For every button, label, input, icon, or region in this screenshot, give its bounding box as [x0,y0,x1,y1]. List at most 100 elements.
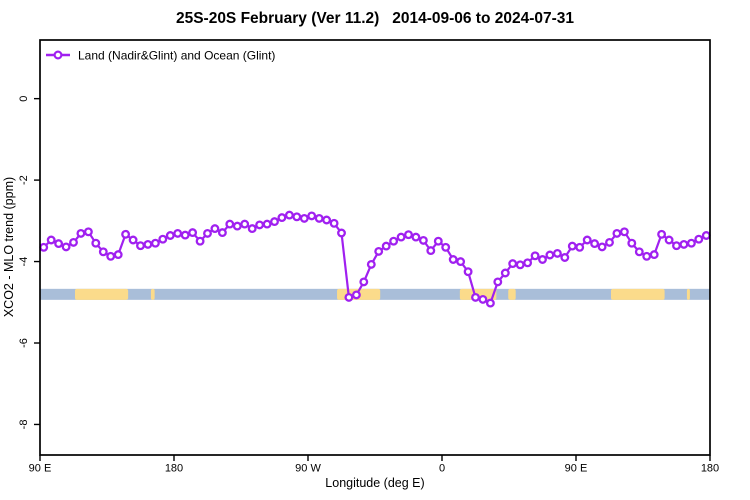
data-point [299,213,309,223]
data-point [46,235,56,245]
data-point [485,298,495,308]
data-point [448,255,458,264]
x-tick-label: 90 W [295,463,321,475]
data-point [642,251,652,261]
data-point [344,292,354,302]
data-point [686,238,696,248]
data-point [195,236,205,246]
data-point [188,228,198,238]
data-point [701,231,711,240]
data-point [91,238,101,248]
data-point [478,294,488,304]
data-point [389,236,399,246]
land-patch [610,288,665,300]
y-tick-label: -2 [18,175,30,185]
data-point [359,277,369,287]
x-axis-label: Longitude (deg E) [325,476,424,490]
data-point [456,257,466,267]
data-point [411,232,421,242]
data-point [552,248,562,258]
data-point [322,215,332,225]
data-point [679,239,689,249]
data-point [657,229,667,239]
data-point [560,253,570,262]
y-tick-label: -4 [18,257,30,267]
data-point [605,237,614,247]
data-point [83,227,93,237]
data-point [664,235,674,245]
data-point [180,230,190,240]
data-point [396,232,406,242]
data-point [523,258,533,268]
data-point [381,241,391,251]
data-point [463,267,473,277]
data-point [627,238,637,248]
data-point [575,242,585,252]
data-point [538,255,547,264]
data-point [337,228,346,238]
x-tick-label: 180 [165,463,183,475]
data-point [54,239,64,249]
data-point [649,250,659,260]
x-tick-label: 90 E [565,463,588,475]
data-point [284,210,294,220]
y-tick-label: -6 [18,338,30,348]
land-patch [74,288,129,300]
data-point [351,290,361,300]
data-point [590,239,600,249]
data-point [203,228,212,238]
data-point [217,228,227,238]
data-point [545,250,555,260]
data-point [471,292,480,302]
x-tick-label: 180 [701,463,719,475]
y-tick-label: -8 [18,420,30,430]
data-point [98,247,108,257]
data-point [582,235,592,245]
data-point [128,235,138,245]
data-point [69,237,78,247]
legend: Land (Nadir&Glint) and Ocean (Glint) [46,49,275,63]
data-point [255,220,265,230]
data-point [173,228,183,238]
data-point [418,235,428,245]
data-point [493,277,503,287]
data-point [329,218,339,228]
data-point [530,251,540,261]
data-point [612,228,622,238]
data-point [143,239,153,249]
data-point [567,241,577,251]
data-point [158,234,168,244]
data-point [374,246,384,256]
data-point [619,227,629,237]
data-point [634,247,644,257]
data-point [113,250,123,260]
data-point [61,242,71,252]
data-point [121,229,131,239]
data-point [232,221,242,231]
data-point [76,228,86,238]
data-point [150,238,160,248]
legend-open-circle-icon [53,50,63,60]
data-point [672,241,681,251]
y-axis-label: XCO2 - MLO trend (ppm) [2,177,16,317]
data-point [500,268,510,278]
data-point [515,260,525,270]
data-point [508,259,518,269]
data-point [314,213,324,223]
land-patch [150,288,155,300]
data-point [136,241,145,251]
data-point [165,231,175,240]
data-point [225,219,235,229]
data-point [694,234,704,244]
plot-border [39,39,711,456]
data-point [240,219,250,229]
data-point [597,242,607,252]
chart-title: 25S-20S February (Ver 11.2) 2014-09-06 t… [176,10,574,27]
data-point [292,212,302,222]
chart-generated-layer: 90 E 180 90 W 0 90 E 180 0 -2 -4 -6 -8 [18,39,719,475]
data-point [39,242,49,252]
y-tick-label: 0 [18,96,30,102]
data-point [277,213,287,223]
